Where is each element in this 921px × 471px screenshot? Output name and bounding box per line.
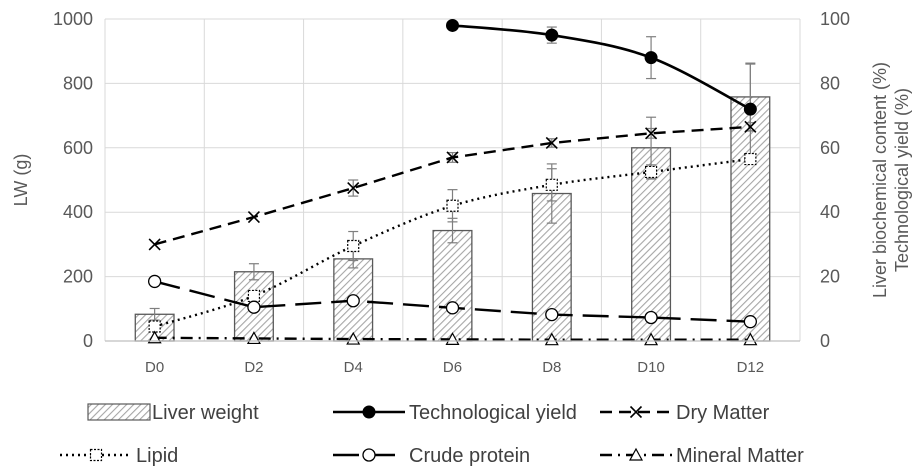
y-right-axis-title-line2: Technological yield (%) xyxy=(892,88,912,272)
legend-label-dry-matter: Dry Matter xyxy=(676,402,770,424)
legend: Liver weight Technological yield Dry Matte… xyxy=(60,402,804,467)
y-left-tick-label: 1000 xyxy=(53,9,93,29)
legend-marker-dry-matter xyxy=(629,405,643,419)
marker-dry-matter xyxy=(744,120,757,133)
marker-dry-matter xyxy=(247,210,260,224)
x-tick-label: D8 xyxy=(542,359,561,376)
marker-mineral-matter xyxy=(445,332,460,345)
marker-mineral-matter xyxy=(644,332,659,346)
legend-label-liver-weight: Liver weight xyxy=(152,402,259,424)
axes: 0 200 400 600 800 1000 0 20 40 60 80 100 D0 D2 D4 D6 D8 D… xyxy=(11,9,912,376)
marker-lipid xyxy=(744,152,757,166)
marker-crude-protein xyxy=(147,274,162,289)
bar-liver-weight xyxy=(432,229,473,342)
y-right-axis-title-line1: Liver biochemical content (%) xyxy=(870,62,890,298)
marker-mineral-matter xyxy=(743,332,758,346)
legend-marker-lipid xyxy=(89,448,103,462)
marker-technological-yield xyxy=(743,102,757,116)
x-tick-label: D0 xyxy=(145,359,164,376)
marker-lipid xyxy=(148,320,161,333)
y-right-tick-label: 0 xyxy=(820,331,830,351)
marker-lipid xyxy=(644,165,658,179)
x-tick-label: D10 xyxy=(637,359,665,376)
series-lines xyxy=(147,18,758,346)
legend-label-lipid: Lipid xyxy=(136,445,178,467)
marker-dry-matter xyxy=(148,238,161,251)
marker-mineral-matter xyxy=(147,330,162,344)
y-right-tick-label: 20 xyxy=(820,267,840,287)
marker-technological-yield xyxy=(446,18,459,32)
marker-dry-matter xyxy=(645,127,658,140)
x-tick-label: D6 xyxy=(443,359,462,376)
y-right-tick-label: 80 xyxy=(820,73,840,93)
marker-mineral-matter xyxy=(544,332,559,346)
marker-lipid xyxy=(347,239,360,253)
marker-dry-matter xyxy=(347,181,360,195)
y-left-axis-title: LW (g) xyxy=(11,154,31,207)
legend-label-technological-yield: Technological yield xyxy=(409,402,577,424)
y-left-tick-label: 200 xyxy=(63,267,93,287)
x-tick-label: D2 xyxy=(244,359,263,376)
line-technological-yield xyxy=(452,24,751,111)
y-right-tick-label: 40 xyxy=(820,202,840,222)
x-tick-label: D12 xyxy=(737,359,765,376)
legend-marker-technological-yield xyxy=(362,405,376,419)
legend-marker-crude-protein xyxy=(362,448,376,462)
marker-crude-protein xyxy=(743,315,758,329)
legend-marker-mineral-matter xyxy=(628,447,644,461)
marker-dry-matter xyxy=(446,151,459,164)
y-right-tick-label: 60 xyxy=(820,138,840,158)
y-left-tick-label: 400 xyxy=(63,202,93,222)
marker-crude-protein xyxy=(644,310,658,325)
marker-technological-yield xyxy=(644,51,658,65)
y-left-tick-label: 600 xyxy=(63,138,93,158)
y-left-tick-label: 0 xyxy=(83,331,93,351)
marker-dry-matter xyxy=(545,136,558,150)
marker-crude-protein xyxy=(545,307,559,322)
x-tick-label: D4 xyxy=(344,359,363,376)
y-right-tick-label: 100 xyxy=(820,9,850,29)
marker-crude-protein xyxy=(346,294,360,308)
marker-lipid xyxy=(545,178,558,191)
marker-crude-protein xyxy=(445,301,460,315)
legend-label-mineral-matter: Mineral Matter xyxy=(676,445,804,467)
marker-lipid xyxy=(446,199,459,212)
legend-label-crude-protein: Crude protein xyxy=(409,445,530,467)
y-left-tick-label: 800 xyxy=(63,73,93,93)
marker-technological-yield xyxy=(545,28,559,42)
marker-crude-protein xyxy=(247,300,261,314)
legend-swatch-liver-weight xyxy=(87,403,151,421)
marker-lipid xyxy=(247,289,261,303)
bar-liver-weight xyxy=(631,147,672,342)
